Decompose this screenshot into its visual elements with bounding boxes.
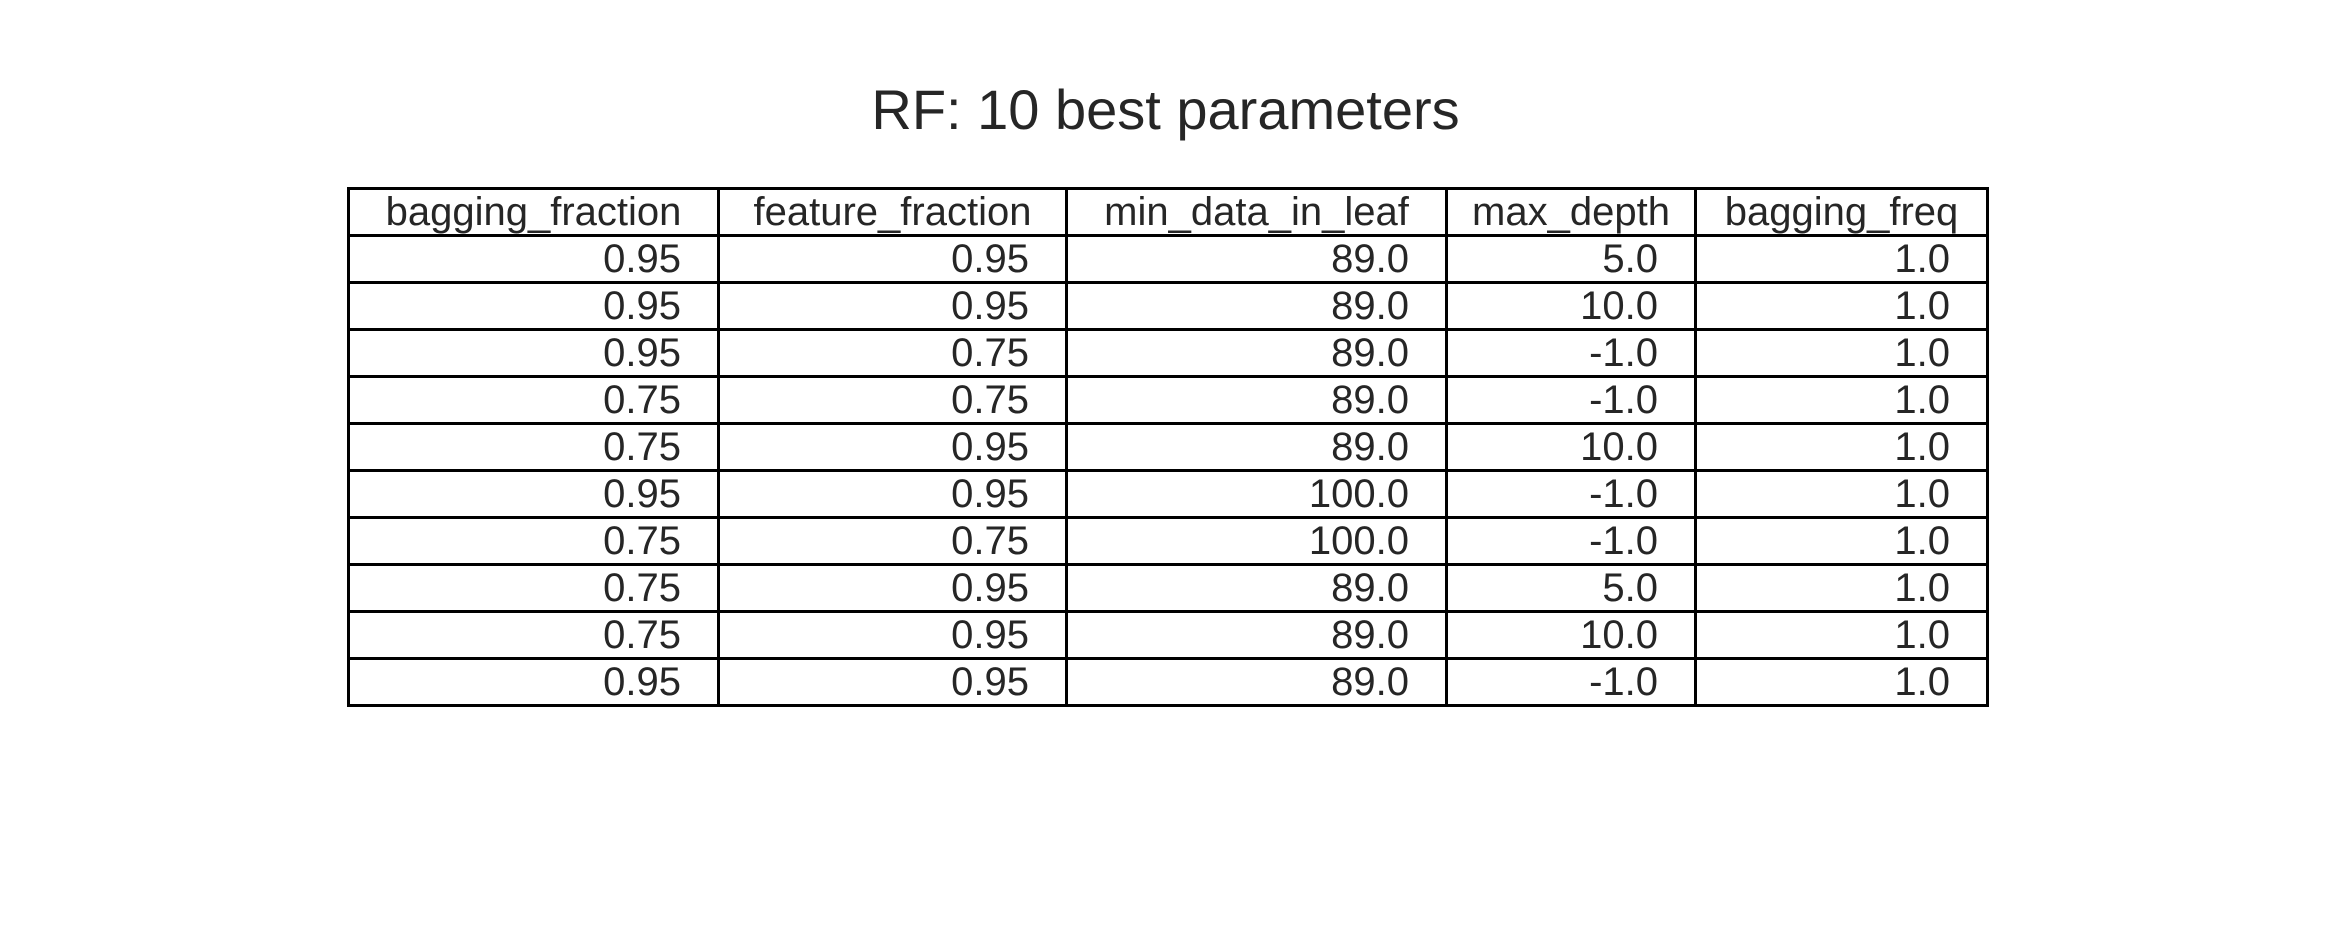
cell-min-data-in-leaf: 89.0 xyxy=(1065,375,1448,425)
table-row: 0.95 0.95 100.0 -1.0 1.0 xyxy=(347,469,1989,519)
cell-bagging-fraction: 0.75 xyxy=(347,610,720,660)
cell-bagging-freq: 1.0 xyxy=(1694,563,1989,613)
cell-max-depth: 5.0 xyxy=(1445,563,1697,613)
cell-feature-fraction: 0.95 xyxy=(717,281,1068,331)
cell-feature-fraction: 0.95 xyxy=(717,234,1068,284)
table-row: 0.95 0.95 89.0 10.0 1.0 xyxy=(347,281,1989,331)
cell-feature-fraction: 0.95 xyxy=(717,563,1068,613)
cell-bagging-fraction: 0.95 xyxy=(347,469,720,519)
chart-title: RF: 10 best parameters xyxy=(871,78,1460,141)
cell-min-data-in-leaf: 89.0 xyxy=(1065,610,1448,660)
cell-feature-fraction: 0.95 xyxy=(717,610,1068,660)
cell-bagging-freq: 1.0 xyxy=(1694,281,1989,331)
cell-max-depth: -1.0 xyxy=(1445,328,1697,378)
cell-min-data-in-leaf: 89.0 xyxy=(1065,328,1448,378)
cell-bagging-fraction: 0.75 xyxy=(347,516,720,566)
header-row: bagging_fraction feature_fraction min_da… xyxy=(347,187,1989,237)
cell-feature-fraction: 0.75 xyxy=(717,375,1068,425)
column-header-bagging-fraction: bagging_fraction xyxy=(347,187,720,237)
cell-min-data-in-leaf: 89.0 xyxy=(1065,234,1448,284)
cell-max-depth: 5.0 xyxy=(1445,234,1697,284)
cell-min-data-in-leaf: 89.0 xyxy=(1065,657,1448,707)
cell-feature-fraction: 0.75 xyxy=(717,328,1068,378)
table-body: 0.95 0.95 89.0 5.0 1.0 0.95 0.95 89.0 10.0 1.0 0.9… xyxy=(347,234,1989,707)
column-header-min-data-in-leaf: min_data_in_leaf xyxy=(1065,187,1448,237)
cell-bagging-fraction: 0.95 xyxy=(347,657,720,707)
table-row: 0.95 0.95 89.0 -1.0 1.0 xyxy=(347,657,1989,707)
cell-min-data-in-leaf: 89.0 xyxy=(1065,422,1448,472)
cell-bagging-freq: 1.0 xyxy=(1694,422,1989,472)
table-row: 0.75 0.95 89.0 10.0 1.0 xyxy=(347,610,1989,660)
table-row: 0.95 0.95 89.0 5.0 1.0 xyxy=(347,234,1989,284)
cell-feature-fraction: 0.95 xyxy=(717,657,1068,707)
cell-bagging-freq: 1.0 xyxy=(1694,516,1989,566)
table-row: 0.95 0.75 89.0 -1.0 1.0 xyxy=(347,328,1989,378)
cell-max-depth: -1.0 xyxy=(1445,657,1697,707)
cell-feature-fraction: 0.95 xyxy=(717,469,1068,519)
parameters-table: bagging_fraction feature_fraction min_da… xyxy=(347,187,1989,707)
cell-bagging-freq: 1.0 xyxy=(1694,657,1989,707)
cell-bagging-freq: 1.0 xyxy=(1694,234,1989,284)
table-row: 0.75 0.95 89.0 10.0 1.0 xyxy=(347,422,1989,472)
cell-bagging-fraction: 0.75 xyxy=(347,375,720,425)
cell-bagging-fraction: 0.95 xyxy=(347,281,720,331)
cell-bagging-fraction: 0.75 xyxy=(347,422,720,472)
cell-min-data-in-leaf: 100.0 xyxy=(1065,516,1448,566)
cell-bagging-freq: 1.0 xyxy=(1694,375,1989,425)
cell-bagging-fraction: 0.75 xyxy=(347,563,720,613)
cell-min-data-in-leaf: 89.0 xyxy=(1065,281,1448,331)
cell-min-data-in-leaf: 89.0 xyxy=(1065,563,1448,613)
cell-bagging-freq: 1.0 xyxy=(1694,328,1989,378)
column-header-feature-fraction: feature_fraction xyxy=(717,187,1068,237)
cell-max-depth: -1.0 xyxy=(1445,469,1697,519)
cell-max-depth: -1.0 xyxy=(1445,516,1697,566)
cell-bagging-freq: 1.0 xyxy=(1694,469,1989,519)
cell-bagging-fraction: 0.95 xyxy=(347,328,720,378)
cell-max-depth: -1.0 xyxy=(1445,375,1697,425)
cell-min-data-in-leaf: 100.0 xyxy=(1065,469,1448,519)
table-row: 0.75 0.75 89.0 -1.0 1.0 xyxy=(347,375,1989,425)
cell-bagging-freq: 1.0 xyxy=(1694,610,1989,660)
column-header-bagging-freq: bagging_freq xyxy=(1694,187,1989,237)
cell-feature-fraction: 0.75 xyxy=(717,516,1068,566)
table-row: 0.75 0.95 89.0 5.0 1.0 xyxy=(347,563,1989,613)
cell-max-depth: 10.0 xyxy=(1445,281,1697,331)
cell-feature-fraction: 0.95 xyxy=(717,422,1068,472)
column-header-max-depth: max_depth xyxy=(1445,187,1697,237)
cell-bagging-fraction: 0.95 xyxy=(347,234,720,284)
cell-max-depth: 10.0 xyxy=(1445,610,1697,660)
cell-max-depth: 10.0 xyxy=(1445,422,1697,472)
table-row: 0.75 0.75 100.0 -1.0 1.0 xyxy=(347,516,1989,566)
